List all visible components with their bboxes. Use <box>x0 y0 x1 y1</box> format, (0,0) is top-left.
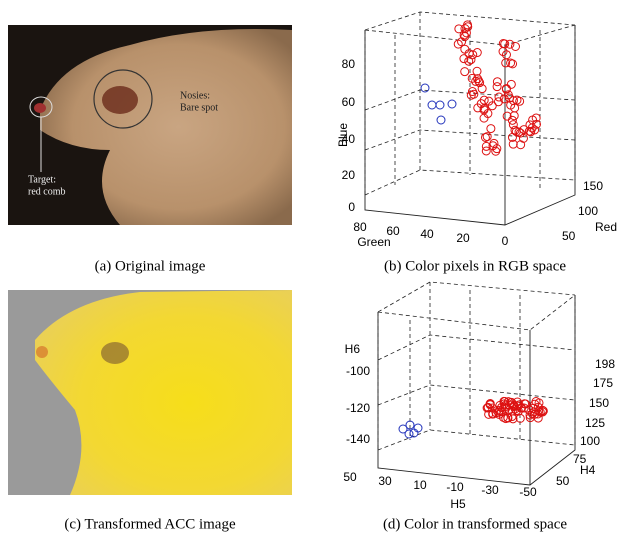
scatter-point <box>517 141 525 149</box>
tick-label: 150 <box>589 396 609 410</box>
tick-label: 0 <box>348 200 355 214</box>
transformed-image <box>8 290 292 495</box>
tick-label: -140 <box>346 432 370 446</box>
scatter-point <box>499 48 507 56</box>
annotation: Target: <box>28 174 56 185</box>
tick-label: 60 <box>342 95 356 109</box>
tick-label: 100 <box>578 204 598 218</box>
scatter-point <box>507 80 515 88</box>
scatter-point <box>470 90 478 98</box>
scatter-point <box>482 147 490 155</box>
tick-label: 50 <box>556 474 570 488</box>
transformed-plot: H6 -100 -120 -140 50 30 10 -10 -30 -50 H… <box>343 282 615 511</box>
axis-label: Red <box>595 220 617 234</box>
scatter-point <box>448 100 456 108</box>
scatter-point <box>437 116 445 124</box>
caption: (b) Color pixels in RGB space <box>384 258 566 274</box>
caption: (c) Transformed ACC image <box>64 516 236 532</box>
tick-label: 10 <box>413 478 427 492</box>
axis-label: H4 <box>580 463 596 477</box>
tick-label: -120 <box>346 401 370 415</box>
annotation: Bare spot <box>180 102 218 113</box>
rgb-plot: 80 60 40 20 0 Blue 80 60 40 20 0 Green 1… <box>336 12 617 249</box>
scatter-point <box>473 49 481 57</box>
scatter-point <box>493 78 501 86</box>
scatter-point <box>421 84 429 92</box>
tick-label: 0 <box>502 234 509 248</box>
scatter-point <box>487 125 495 133</box>
scatter-point <box>502 85 510 93</box>
scatter-point <box>405 430 413 438</box>
tick-label: -30 <box>481 483 499 497</box>
scatter-points <box>421 21 541 155</box>
tick-label: 50 <box>562 229 576 243</box>
axis-label: H5 <box>450 497 466 511</box>
annotation: Nosies: <box>180 90 210 101</box>
tick-label: 198 <box>595 357 615 371</box>
axis-label: H6 <box>345 342 361 356</box>
scatter-point <box>414 424 422 432</box>
scatter-point <box>502 51 510 59</box>
tick-label: 40 <box>420 227 434 241</box>
tick-label: 80 <box>353 220 367 234</box>
scatter-point <box>468 74 476 82</box>
tick-label: 20 <box>456 231 470 245</box>
tick-label: 80 <box>342 57 356 71</box>
tick-label: 100 <box>580 434 600 448</box>
scatter-point <box>461 45 469 53</box>
original-image: Nosies: Bare spot Target: red comb <box>8 25 292 225</box>
tick-label: -100 <box>346 364 370 378</box>
tick-label: -10 <box>446 480 464 494</box>
annotation: red comb <box>28 186 66 197</box>
tick-label: 50 <box>343 470 357 484</box>
scatter-point <box>473 67 481 75</box>
axis-label: Blue <box>336 123 350 147</box>
axis-label: Green <box>357 235 390 249</box>
scatter-point <box>495 93 503 101</box>
scatter-point <box>436 101 444 109</box>
caption: (d) Color in transformed space <box>383 516 567 532</box>
scatter-point <box>428 101 436 109</box>
tick-label: -50 <box>519 485 537 499</box>
scatter-points <box>399 397 547 438</box>
tick-label: 150 <box>583 179 603 193</box>
tick-label: 30 <box>378 474 392 488</box>
figure: Nosies: Bare spot Target: red comb (a) O… <box>0 0 636 540</box>
scatter-point <box>461 68 469 76</box>
tick-label: 20 <box>342 168 356 182</box>
tick-label: 175 <box>593 376 613 390</box>
tick-label: 125 <box>585 416 605 430</box>
caption: (a) Original image <box>95 258 206 274</box>
